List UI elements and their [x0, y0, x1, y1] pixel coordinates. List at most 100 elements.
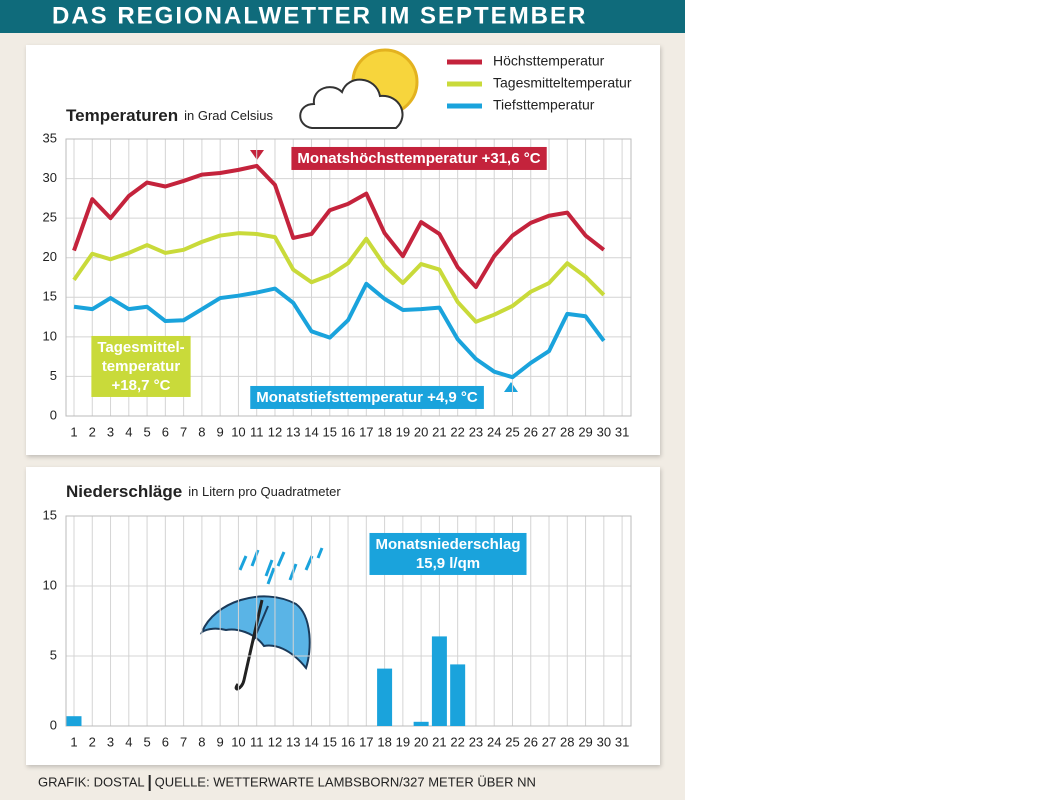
- x-tick-label: 11: [250, 424, 264, 439]
- x-tick-label: 2: [89, 424, 96, 439]
- y-tick-label: 25: [43, 210, 57, 225]
- line-series: [72, 163, 606, 289]
- x-tick-label: 22: [450, 424, 464, 439]
- legend-label: Tiefsttemperatur: [493, 97, 595, 113]
- x-tick-label: 17: [359, 424, 373, 439]
- chart-title-main: Temperaturen: [66, 106, 178, 125]
- annotation-text: Monatshöchsttemperatur +31,6 °C: [297, 150, 540, 167]
- annotation-text: temperatur: [102, 358, 181, 375]
- x-tick-label: 31: [615, 734, 629, 749]
- annotation-box: [250, 385, 484, 409]
- bar: [450, 664, 466, 726]
- x-tick-label: 23: [469, 734, 483, 749]
- x-tick-label: 19: [396, 734, 410, 749]
- y-tick-label: 20: [43, 249, 57, 264]
- x-tick-label: 9: [217, 734, 224, 749]
- annotation-box: [291, 146, 547, 170]
- x-tick-label: 1: [70, 424, 77, 439]
- footer-credit: GRAFIK: DOSTAL: [38, 774, 145, 789]
- x-tick-label: 16: [341, 734, 355, 749]
- y-tick-label: 10: [43, 328, 57, 343]
- x-tick-label: 15: [323, 734, 337, 749]
- chart-box: [26, 467, 660, 765]
- bar: [377, 668, 393, 726]
- legend-label: Höchsttemperatur: [493, 53, 605, 69]
- x-tick-label: 21: [432, 424, 446, 439]
- x-tick-label: 14: [304, 734, 318, 749]
- x-tick-label: 26: [524, 424, 538, 439]
- x-tick-label: 4: [125, 424, 132, 439]
- x-tick-label: 10: [231, 424, 245, 439]
- plot-frame: [65, 138, 632, 417]
- x-tick-label: 27: [542, 424, 556, 439]
- x-tick-label: 12: [268, 424, 282, 439]
- x-tick-label: 31: [615, 424, 629, 439]
- y-tick-label: 0: [50, 717, 57, 732]
- x-tick-label: 3: [107, 734, 114, 749]
- x-tick-label: 8: [198, 734, 205, 749]
- y-tick-label: 5: [50, 368, 57, 383]
- x-tick-label: 15: [323, 424, 337, 439]
- y-tick-label: 10: [43, 577, 57, 592]
- x-tick-label: 27: [542, 734, 556, 749]
- annotation-text: Tagesmittel-: [97, 339, 184, 356]
- x-tick-label: 4: [125, 734, 132, 749]
- x-tick-label: 5: [143, 734, 150, 749]
- x-tick-label: 25: [505, 734, 519, 749]
- x-tick-label: 23: [469, 424, 483, 439]
- x-tick-label: 7: [180, 734, 187, 749]
- x-tick-label: 29: [578, 734, 592, 749]
- chart-subtitle: in Grad Celsius: [184, 108, 273, 123]
- annotation: Tagesmittel-temperatur +18,7 °C: [91, 335, 191, 397]
- x-tick-label: 29: [578, 424, 592, 439]
- x-tick-label: 16: [341, 424, 355, 439]
- annotation: Monatsniederschlag 15,9 l/qm: [369, 532, 527, 575]
- y-tick-label: 35: [43, 130, 57, 145]
- x-tick-label: 13: [286, 734, 300, 749]
- page-title: DAS REGIONALWETTER IM SEPTEMBER: [52, 2, 587, 29]
- annotation: Monatstiefsttemperatur +4,9 °C: [250, 385, 484, 409]
- min-marker: [504, 382, 518, 392]
- line-series: [72, 231, 606, 324]
- x-tick-label: 13: [286, 424, 300, 439]
- x-tick-label: 20: [414, 424, 428, 439]
- bar: [431, 636, 447, 726]
- annotation-box: [91, 335, 191, 397]
- bar: [413, 721, 429, 726]
- y-tick-label: 30: [43, 170, 57, 185]
- legend-label: Tagesmitteltemperatur: [493, 75, 632, 91]
- y-tick-label: 5: [50, 647, 57, 662]
- x-tick-label: 1: [70, 734, 77, 749]
- y-tick-label: 15: [43, 289, 57, 304]
- x-tick-label: 26: [524, 734, 538, 749]
- x-tick-label: 14: [304, 424, 318, 439]
- chart-title: Niederschläge in Litern pro Quadratmeter: [66, 482, 341, 501]
- header-bar: [0, 0, 685, 33]
- line-series: [73, 281, 606, 380]
- x-tick-label: 28: [560, 424, 574, 439]
- x-tick-label: 24: [487, 424, 501, 439]
- chart-title: Temperaturen in Grad Celsius: [66, 106, 273, 125]
- x-tick-label: 7: [180, 424, 187, 439]
- x-tick-label: 3: [107, 424, 114, 439]
- x-tick-label: 24: [487, 734, 501, 749]
- annotation: Monatshöchsttemperatur +31,6 °C: [291, 146, 547, 170]
- x-tick-label: 5: [143, 424, 150, 439]
- x-tick-label: 18: [377, 424, 391, 439]
- x-tick-label: 22: [450, 734, 464, 749]
- x-tick-label: 21: [432, 734, 446, 749]
- annotation-box: [369, 532, 527, 575]
- x-tick-label: 30: [597, 424, 611, 439]
- x-tick-label: 6: [162, 424, 169, 439]
- x-tick-label: 12: [268, 734, 282, 749]
- y-tick-label: 15: [43, 507, 57, 522]
- x-tick-label: 9: [217, 424, 224, 439]
- x-tick-label: 17: [359, 734, 373, 749]
- x-tick-label: 20: [414, 734, 428, 749]
- x-tick-label: 19: [396, 424, 410, 439]
- annotation-text: Monatsniederschlag: [375, 536, 520, 553]
- x-tick-label: 8: [198, 424, 205, 439]
- x-tick-label: 18: [377, 734, 391, 749]
- y-tick-label: 0: [50, 407, 57, 422]
